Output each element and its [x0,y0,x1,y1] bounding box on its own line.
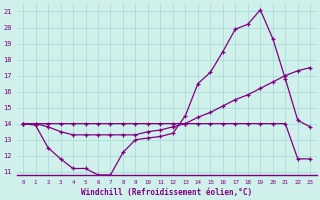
X-axis label: Windchill (Refroidissement éolien,°C): Windchill (Refroidissement éolien,°C) [81,188,252,197]
